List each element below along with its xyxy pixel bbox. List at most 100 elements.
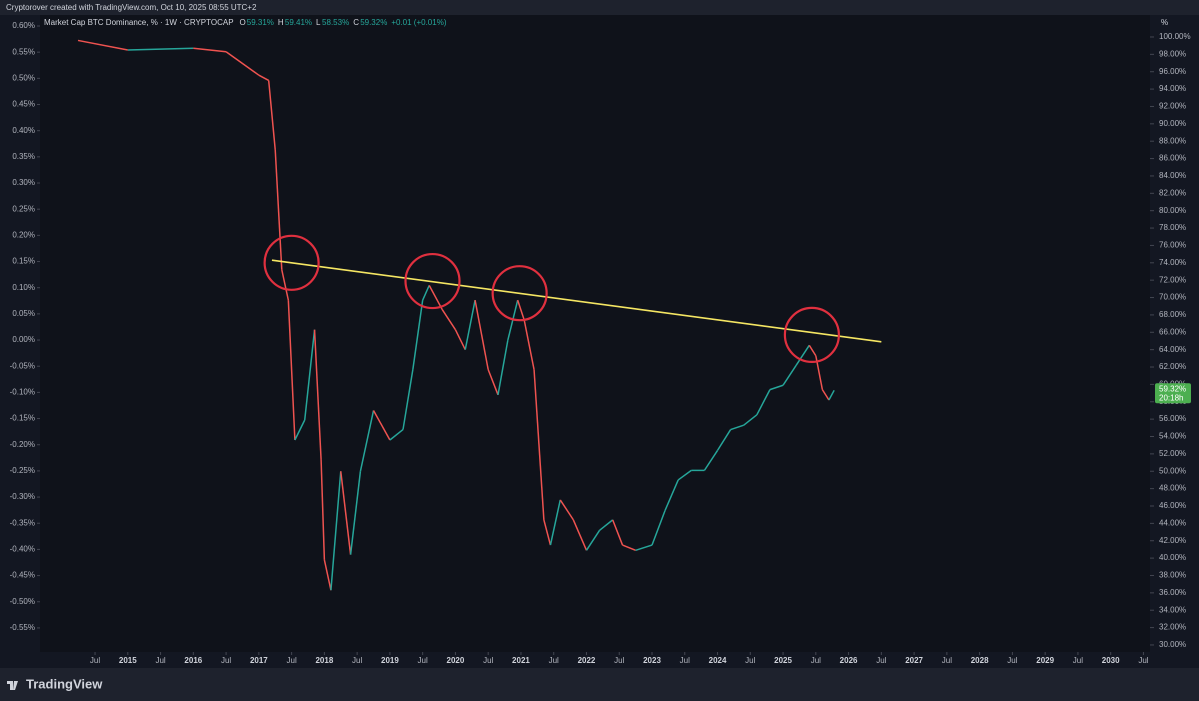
price-segment (716, 429, 732, 451)
y-tick-label: 96.00% (1159, 67, 1186, 76)
y2-tick-label: 0.50% (12, 73, 35, 82)
y-tick-label: 98.00% (1159, 49, 1186, 58)
price-segment (497, 339, 509, 395)
y2-tick-label: -0.10% (10, 387, 35, 396)
x-tick-label: Jul (221, 656, 231, 665)
price-segment (313, 329, 322, 460)
x-tick-label: Jul (680, 656, 690, 665)
price-segment (389, 428, 404, 441)
price-segment (611, 519, 624, 546)
highlight-circle (263, 234, 320, 291)
left-axis (0, 15, 40, 652)
price-segment (359, 410, 375, 472)
price-segment (635, 544, 653, 552)
price-segment (585, 529, 601, 551)
x-tick-label: Jul (418, 656, 428, 665)
price-segment (303, 329, 316, 421)
y-tick-label: 42.00% (1159, 536, 1186, 545)
last-price-label: 59.32% (1159, 384, 1186, 393)
price-segment (533, 369, 545, 520)
y-tick-label: 78.00% (1159, 223, 1186, 232)
y-tick-label: 72.00% (1159, 275, 1186, 284)
x-axis (0, 652, 1199, 668)
price-segment (821, 389, 830, 401)
right-axis (1150, 15, 1199, 652)
x-tick-label: 2018 (315, 656, 333, 665)
price-segment (402, 369, 414, 430)
y2-tick-label: 0.40% (12, 126, 35, 135)
price-segment (651, 510, 666, 546)
price-segment (294, 419, 306, 441)
x-tick-label: Jul (483, 656, 493, 665)
highlight-circle (491, 265, 548, 322)
y-tick-label: 80.00% (1159, 206, 1186, 215)
price-segment (523, 319, 535, 370)
y-tick-label: 50.00% (1159, 466, 1186, 475)
x-tick-label: Jul (811, 656, 821, 665)
x-tick-label: 2023 (643, 656, 661, 665)
price-segment (795, 344, 810, 366)
y2-tick-label: 0.55% (12, 47, 35, 56)
price-segment (323, 559, 332, 591)
price-segment (340, 471, 352, 555)
y2-tick-label: 0.05% (12, 309, 35, 318)
y2-tick-label: 0.45% (12, 100, 35, 109)
y2-tick-label: -0.25% (10, 466, 35, 475)
price-segment (372, 410, 391, 441)
price-segment (258, 74, 270, 82)
y-tick-label: 30.00% (1159, 640, 1186, 649)
x-tick-label: 2015 (119, 656, 137, 665)
y2-tick-label: 0.00% (12, 335, 35, 344)
y2-tick-label: -0.55% (10, 623, 35, 632)
price-segment (808, 344, 817, 357)
y-tick-label: 48.00% (1159, 484, 1186, 493)
price-segment (330, 471, 342, 591)
price-segment (782, 364, 797, 386)
y2-tick-label: 0.60% (12, 21, 35, 30)
y2-tick-label: 0.10% (12, 283, 35, 292)
y-tick-label: 40.00% (1159, 553, 1186, 562)
y-tick-label: 64.00% (1159, 345, 1186, 354)
price-segment (77, 39, 128, 51)
price-segment (677, 469, 692, 481)
y-tick-label: 94.00% (1159, 84, 1186, 93)
price-segment (441, 309, 457, 331)
y2-tick-label: -0.15% (10, 414, 35, 423)
price-segment (127, 47, 194, 51)
price-segment (743, 414, 758, 426)
price-segment (287, 300, 296, 441)
y-tick-label: 68.00% (1159, 310, 1186, 319)
price-segment (464, 300, 476, 350)
price-segment (225, 51, 260, 76)
change: +0.01 (+0.01%) (391, 18, 446, 27)
price-segment (559, 499, 575, 521)
x-tick-label: Jul (745, 656, 755, 665)
price-segment (474, 300, 489, 370)
y-tick-label: 90.00% (1159, 119, 1186, 128)
y2-tick-label: -0.35% (10, 518, 35, 527)
price-segment (320, 459, 326, 560)
y-tick-label: 70.00% (1159, 293, 1186, 302)
x-tick-label: Jul (287, 656, 297, 665)
x-tick-label: Jul (1138, 656, 1148, 665)
x-tick-label: 2029 (1036, 656, 1054, 665)
countdown: 20:18h (1159, 393, 1183, 402)
y-tick-label: 66.00% (1159, 327, 1186, 336)
highlight-circle (404, 252, 461, 310)
y2-tick-label: 0.15% (12, 257, 35, 266)
price-segment (516, 299, 525, 321)
x-tick-label: 2030 (1102, 656, 1120, 665)
y-tick-label: 100.00% (1159, 32, 1191, 41)
y2-tick-label: 0.30% (12, 178, 35, 187)
x-tick-label: 2026 (840, 656, 858, 665)
price-segment (428, 285, 443, 311)
ohlc-value: 59.31% (247, 18, 274, 27)
ohlc-key: H (278, 18, 284, 27)
price-segment (543, 519, 552, 546)
brand: TradingView (26, 676, 103, 691)
y-tick-label: 74.00% (1159, 258, 1186, 267)
y-tick-label: 46.00% (1159, 501, 1186, 510)
price-segment (756, 389, 771, 416)
price-segment (730, 424, 744, 431)
x-tick-label: 2022 (578, 656, 596, 665)
